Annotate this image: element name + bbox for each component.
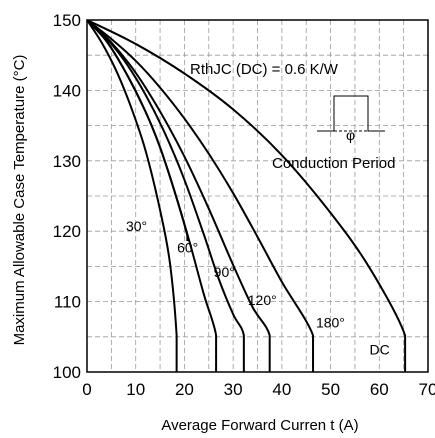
curve-labels: 30° 60° 90° 120° 180° DC: [126, 218, 390, 357]
y-axis-label: Maximum Allowable Case Temperature (°C): [11, 55, 28, 346]
y-tick-label: 130: [53, 152, 81, 171]
x-tick-label: 20: [175, 380, 194, 399]
x-tick-label: 0: [82, 380, 91, 399]
curve-label: 60°: [177, 239, 198, 255]
y-tick-label: 120: [53, 222, 81, 241]
curve-label: 180°: [316, 315, 345, 331]
x-tick-label: 30: [224, 380, 243, 399]
phi-symbol: φ: [346, 127, 355, 143]
rth-annotation: RthJC (DC) = 0.6 K/W: [190, 61, 339, 78]
x-axis-label: Average Forward Curren t (A): [161, 417, 358, 434]
series-line: [86, 19, 407, 372]
grid: [87, 20, 428, 372]
series-line: [86, 19, 271, 372]
x-tick-label: 10: [126, 380, 145, 399]
series-line: [86, 19, 218, 372]
y-tick-label: 110: [54, 293, 81, 312]
x-tick-label: 50: [321, 380, 340, 399]
y-tick-label: 140: [53, 81, 81, 100]
curve-label: 120°: [248, 292, 277, 308]
curve-label: 30°: [126, 218, 147, 234]
series-line: [86, 19, 315, 372]
tick-labels: 0 10 20 30 40 50 60 70 100 110 120 130 140 150: [53, 11, 435, 399]
x-tick-label: 60: [370, 380, 389, 399]
x-tick-label: 40: [272, 380, 291, 399]
y-tick-label: 150: [53, 11, 81, 30]
conduction-pulse-icon: [317, 95, 385, 132]
curve-label: 90°: [214, 264, 235, 280]
curves: [86, 19, 407, 372]
curve-label: DC: [370, 341, 390, 357]
x-tick-label: 70: [419, 380, 435, 399]
plot-frame: [86, 19, 429, 373]
conduction-period-label: Conduction Period: [272, 155, 395, 172]
series-line: [86, 19, 189, 242]
series-line: [86, 19, 245, 372]
y-tick-label: 100: [53, 363, 81, 382]
series-line: [86, 19, 178, 372]
